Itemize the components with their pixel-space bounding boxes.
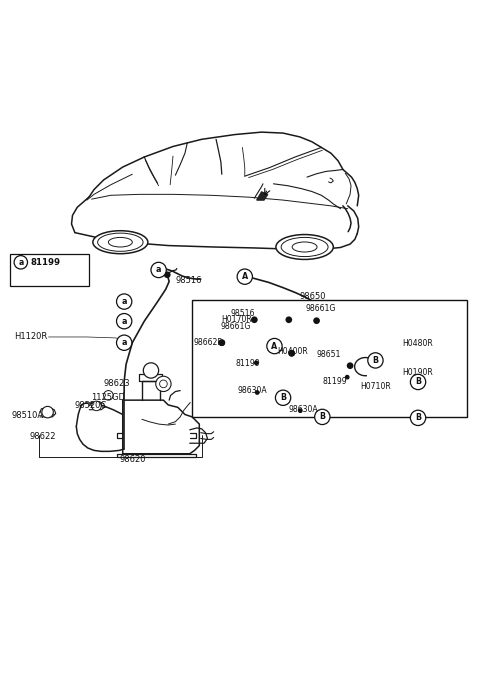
Text: 98520C: 98520C [75, 402, 107, 410]
Text: 81199: 81199 [235, 359, 260, 368]
Ellipse shape [292, 242, 317, 252]
Text: H1120R: H1120R [14, 332, 48, 341]
Text: 98630A: 98630A [289, 405, 318, 414]
Text: 81199: 81199 [30, 258, 60, 267]
Text: a: a [156, 265, 161, 275]
Text: 98651: 98651 [317, 350, 341, 359]
Text: 98661G: 98661G [305, 304, 336, 313]
Circle shape [121, 318, 128, 325]
Text: 98661G: 98661G [221, 322, 251, 331]
Text: B: B [415, 377, 421, 386]
Text: B: B [280, 393, 286, 402]
Ellipse shape [108, 238, 132, 247]
Text: 1125GD: 1125GD [91, 393, 125, 402]
Bar [192, 300, 468, 417]
Circle shape [218, 339, 225, 346]
Text: a: a [121, 338, 127, 348]
Circle shape [159, 380, 167, 388]
Circle shape [92, 401, 101, 411]
Text: H0190R: H0190R [403, 368, 433, 377]
Circle shape [104, 391, 113, 400]
Circle shape [156, 376, 171, 391]
Ellipse shape [276, 234, 333, 259]
Text: A: A [241, 272, 248, 281]
Polygon shape [257, 192, 268, 200]
Circle shape [267, 338, 282, 354]
Circle shape [105, 392, 112, 399]
Circle shape [121, 339, 128, 346]
Circle shape [164, 272, 170, 278]
Circle shape [288, 350, 295, 357]
Circle shape [315, 409, 330, 425]
Circle shape [255, 390, 260, 395]
Text: 98516: 98516 [175, 275, 202, 284]
Circle shape [368, 353, 383, 368]
Text: 98650: 98650 [300, 292, 326, 301]
Circle shape [254, 361, 259, 365]
Circle shape [121, 298, 128, 305]
Text: 98516: 98516 [230, 309, 255, 318]
Circle shape [117, 335, 132, 350]
Circle shape [251, 316, 258, 323]
Circle shape [42, 407, 53, 418]
Circle shape [151, 262, 166, 277]
Circle shape [313, 318, 320, 324]
Text: 98630A: 98630A [237, 386, 267, 395]
Circle shape [117, 294, 132, 309]
Text: B: B [372, 356, 379, 365]
Text: 98623: 98623 [104, 379, 130, 389]
Circle shape [218, 339, 225, 346]
Ellipse shape [281, 238, 328, 256]
Text: B: B [415, 414, 421, 423]
Circle shape [237, 269, 252, 284]
Circle shape [347, 362, 353, 369]
Ellipse shape [93, 231, 148, 254]
Circle shape [286, 316, 292, 323]
Circle shape [117, 313, 132, 329]
Text: a: a [121, 297, 127, 306]
Circle shape [276, 390, 291, 405]
Circle shape [14, 256, 27, 269]
Circle shape [410, 375, 426, 390]
Text: 98662F: 98662F [193, 338, 222, 348]
Circle shape [144, 363, 158, 378]
Text: A: A [271, 341, 277, 350]
Text: H0480R: H0480R [403, 339, 433, 348]
Text: a: a [18, 258, 24, 267]
Text: 98622: 98622 [29, 432, 56, 441]
Text: 98620: 98620 [120, 455, 146, 464]
Bar [10, 254, 89, 286]
Text: 98510A: 98510A [11, 411, 43, 420]
Circle shape [345, 375, 349, 379]
Text: a: a [121, 317, 127, 326]
Text: 81199: 81199 [323, 377, 347, 386]
Text: H0170R: H0170R [221, 316, 252, 325]
Text: H0710R: H0710R [360, 382, 391, 391]
Circle shape [288, 350, 295, 357]
Circle shape [410, 410, 426, 425]
Ellipse shape [97, 233, 143, 252]
Text: B: B [319, 412, 325, 421]
Circle shape [298, 408, 303, 413]
Text: H0400R: H0400R [277, 347, 308, 356]
